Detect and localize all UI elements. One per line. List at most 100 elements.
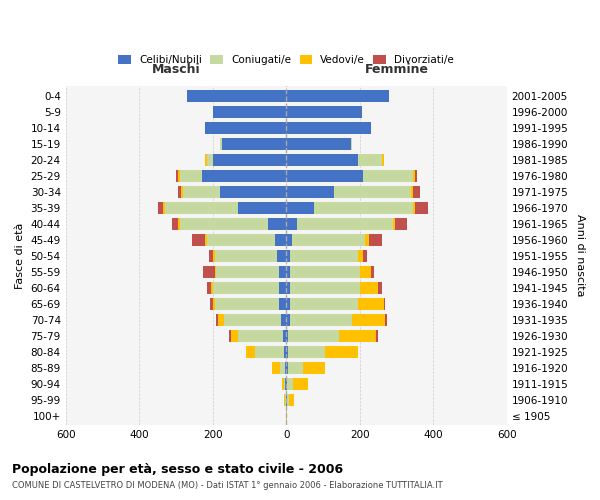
Bar — [286, 218, 297, 230]
Bar — [215, 266, 286, 278]
Bar — [193, 234, 286, 245]
Bar — [158, 202, 286, 213]
Text: Femmine: Femmine — [364, 64, 428, 76]
Bar — [187, 90, 286, 102]
Bar — [286, 138, 352, 149]
Bar — [286, 394, 287, 406]
Bar — [286, 266, 371, 278]
Bar — [279, 282, 286, 294]
Bar — [207, 282, 286, 294]
Bar — [286, 314, 387, 326]
Bar — [212, 298, 286, 310]
Bar — [231, 330, 286, 342]
Bar — [286, 234, 292, 245]
Bar — [286, 170, 415, 181]
Bar — [255, 346, 286, 358]
Bar — [286, 330, 288, 342]
Bar — [286, 154, 383, 166]
Bar — [286, 330, 378, 342]
Bar — [220, 138, 286, 149]
Bar — [165, 202, 286, 213]
Bar — [286, 410, 287, 422]
Bar — [217, 314, 286, 326]
Bar — [286, 90, 389, 102]
Bar — [179, 218, 286, 230]
Bar — [286, 122, 371, 134]
Bar — [279, 298, 286, 310]
Bar — [286, 314, 385, 326]
Bar — [238, 330, 286, 342]
Bar — [217, 266, 286, 278]
Bar — [286, 138, 352, 149]
Bar — [224, 314, 286, 326]
Bar — [286, 330, 376, 342]
Bar — [283, 330, 286, 342]
Bar — [286, 122, 371, 134]
Bar — [286, 218, 407, 230]
Bar — [286, 106, 362, 118]
Bar — [286, 202, 314, 213]
Y-axis label: Anni di nascita: Anni di nascita — [575, 214, 585, 297]
Bar — [183, 186, 286, 198]
Bar — [286, 346, 358, 358]
Bar — [222, 138, 286, 149]
Bar — [286, 250, 358, 262]
Bar — [286, 90, 389, 102]
Bar — [286, 298, 358, 310]
Bar — [286, 202, 428, 213]
Bar — [178, 170, 286, 181]
Bar — [207, 234, 286, 245]
Bar — [277, 250, 286, 262]
Bar — [282, 378, 286, 390]
Text: Popolazione per età, sesso e stato civile - 2006: Popolazione per età, sesso e stato civil… — [12, 462, 343, 475]
Bar — [268, 218, 286, 230]
Bar — [205, 154, 286, 166]
Bar — [286, 362, 325, 374]
Text: COMUNE DI CASTELVETRO DI MODENA (MO) - Dati ISTAT 1° gennaio 2006 - Elaborazione: COMUNE DI CASTELVETRO DI MODENA (MO) - D… — [12, 481, 443, 490]
Bar — [205, 122, 286, 134]
Bar — [212, 106, 286, 118]
Bar — [284, 378, 286, 390]
Bar — [215, 250, 286, 262]
Bar — [286, 170, 416, 181]
Bar — [286, 394, 289, 406]
Bar — [286, 154, 383, 166]
Bar — [207, 154, 286, 166]
Bar — [172, 218, 286, 230]
Bar — [285, 362, 286, 374]
Bar — [211, 282, 286, 294]
Bar — [212, 106, 286, 118]
Legend: Celibi/Nubili, Coniugati/e, Vedovi/e, Divorziati/e: Celibi/Nubili, Coniugati/e, Vedovi/e, Di… — [114, 50, 458, 69]
Bar — [286, 346, 358, 358]
Bar — [284, 394, 286, 406]
Bar — [187, 90, 286, 102]
Bar — [286, 314, 352, 326]
Bar — [286, 234, 365, 245]
Bar — [286, 394, 294, 406]
Bar — [205, 122, 286, 134]
Bar — [181, 186, 286, 198]
Bar — [286, 266, 290, 278]
Bar — [220, 186, 286, 198]
Bar — [218, 314, 286, 326]
Bar — [286, 362, 288, 374]
Bar — [286, 298, 385, 310]
Bar — [281, 314, 286, 326]
Bar — [275, 234, 286, 245]
Text: Maschi: Maschi — [152, 64, 200, 76]
Bar — [272, 362, 286, 374]
Bar — [284, 346, 286, 358]
Bar — [178, 186, 286, 198]
Bar — [286, 378, 287, 390]
Bar — [205, 234, 286, 245]
Bar — [212, 106, 286, 118]
Bar — [286, 218, 393, 230]
Bar — [205, 122, 286, 134]
Bar — [286, 298, 290, 310]
Bar — [272, 362, 286, 374]
Bar — [286, 282, 382, 294]
Bar — [212, 250, 286, 262]
Bar — [286, 250, 290, 262]
Bar — [286, 138, 350, 149]
Bar — [203, 266, 286, 278]
